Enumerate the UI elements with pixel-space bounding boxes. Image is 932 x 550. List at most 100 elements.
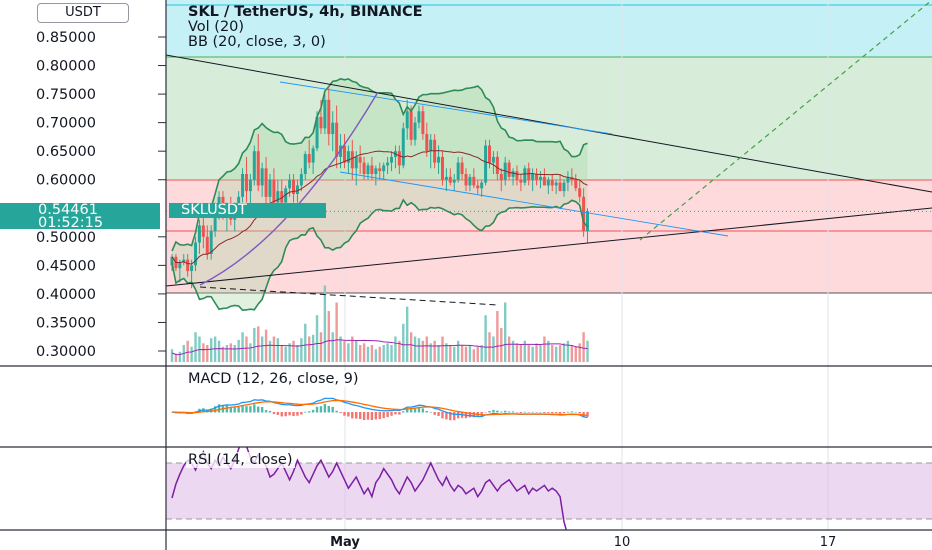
candle-body [562,182,566,192]
candle-body [456,162,460,180]
volume-bar [531,346,534,362]
macd-histogram-bar [382,412,385,419]
volume-bar [535,343,538,362]
macd-histogram-bar [429,411,432,413]
candle-body [582,196,586,232]
macd-histogram-bar [237,406,240,413]
volume-bar [554,346,558,362]
volume-bar [300,338,303,362]
volume-bar [566,340,570,362]
macd-label[interactable]: MACD (12, 26, close, 9) [186,371,361,387]
candle-body [303,154,307,175]
volume-bar [558,345,562,362]
grid-lines [344,0,829,530]
volume-bar [343,340,346,362]
volume-bar [441,336,444,362]
macd-histogram-bar [433,412,436,415]
rsi-label[interactable]: RSI (14, close) [186,452,295,468]
macd-histogram-bar [425,410,428,413]
bar-countdown: 01:52:15 [38,215,104,231]
macd-histogram-bar [308,411,311,413]
volume-bar [413,336,417,362]
volume-bar [319,332,323,362]
macd-histogram-bar [362,412,366,421]
macd-histogram-bar [543,412,546,414]
macd-histogram-bar [249,406,252,413]
macd-histogram-bar [413,407,417,413]
volume-bar [504,302,507,362]
candle-body [205,236,209,254]
volume-bar [245,336,248,362]
volume-bar [492,336,495,362]
macd-histogram-bar [551,412,554,414]
price-tick-label: 0.35000 [36,315,96,331]
price-tick-label: 0.45000 [36,258,96,274]
macd-histogram-bar [496,410,499,413]
macd-histogram-bar [315,406,319,413]
candle-body [480,182,484,189]
candle-body [476,185,480,189]
candle-body [378,168,382,172]
price-axis[interactable]: 0.85000 0.80000 0.75000 0.70000 0.65000 0.600… [36,30,166,360]
candle-body [488,145,492,163]
candle-body [311,148,315,163]
candle-body [558,182,562,192]
macd-histogram-bar [284,412,287,417]
macd-histogram-bar [264,410,268,413]
macd-histogram-bar [441,412,444,419]
volume-bar [335,302,338,362]
candle-body [523,168,527,183]
candle-body [346,151,350,163]
macd-histogram-bar [257,406,260,413]
volume-bar [523,340,526,362]
candle-body [460,162,464,175]
macd-histogram-bar [300,412,303,415]
volume-bar [500,328,503,362]
last-price-tag: 0.54461 01:52:15 [0,203,160,231]
time-axis[interactable]: May 10 17 [330,535,836,550]
volume-bar [539,345,542,362]
candle-body [276,191,280,203]
currency-button[interactable]: USDT [37,3,129,23]
volume-indicator-label[interactable]: Vol (20) [188,19,245,35]
volume-bar [237,339,240,362]
volume-bar [527,345,530,362]
macd-histogram-bar [480,412,483,417]
candle-body [362,162,366,175]
candle-body [507,162,511,177]
candle-body [390,156,394,163]
channel-bottom-line [339,171,729,237]
time-tick-label: 17 [820,535,837,550]
volume-bar [449,345,452,362]
candle-body [374,168,378,175]
candle-body [586,211,590,232]
volume-bar [460,345,464,362]
bollinger-indicator-label[interactable]: BB (20, close, 3, 0) [188,34,326,50]
volume-bar [586,340,589,362]
price-tick-label: 0.30000 [36,344,96,360]
candle-body [280,191,284,203]
price-tick-label: 0.85000 [36,30,96,46]
candle-body [574,179,578,189]
candle-body [284,188,288,203]
macd-histogram-bar [339,412,342,414]
candle-body [531,174,535,180]
candle-body [327,99,331,135]
candle-body [484,145,488,183]
bb-lower-line [171,198,589,311]
rsi-line [171,447,572,530]
volume-bar [190,346,193,362]
candle-body [370,165,374,175]
volume-bar [417,338,421,362]
volume-bar [358,345,362,362]
volume-bar [394,336,397,362]
volume-bar [519,345,523,362]
volume-bar [429,343,432,362]
macd-histogram-bar [504,410,507,413]
macd-histogram-bar [358,412,362,420]
macd-histogram-bar [417,406,421,413]
candle-body [178,262,182,269]
candle-body [244,174,248,192]
candle-body [264,168,268,197]
